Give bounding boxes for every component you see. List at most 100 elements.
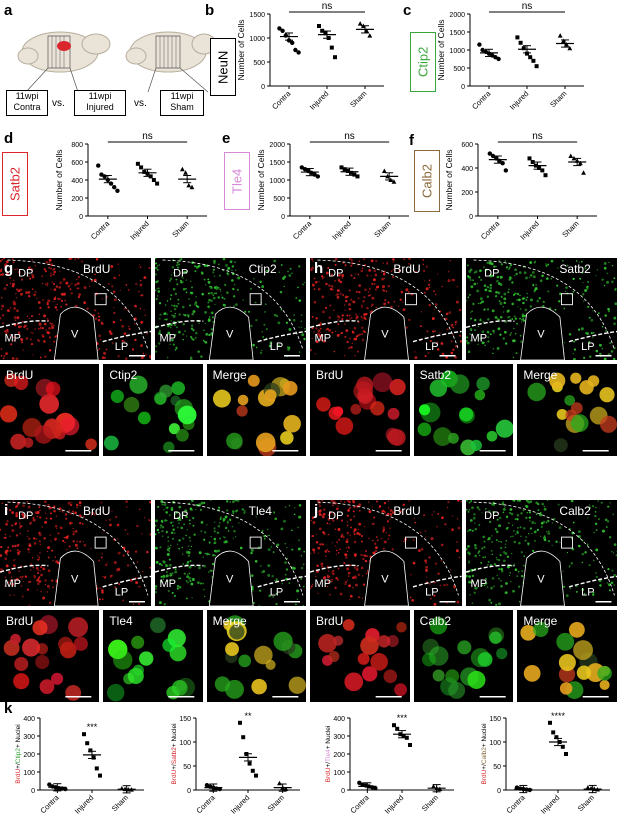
cell-dot — [506, 565, 510, 569]
data-point — [577, 160, 583, 166]
cell-dot — [234, 535, 237, 538]
cell-dot — [611, 513, 614, 516]
cell-dot — [572, 290, 574, 293]
x-tick-label-sham: Sham — [548, 89, 568, 109]
cell-dot — [371, 506, 373, 508]
cell-dot — [520, 570, 523, 572]
cell-dot — [236, 500, 240, 502]
cell-dot — [318, 510, 321, 514]
cell-dot — [594, 506, 597, 509]
cell-dot — [503, 331, 506, 334]
scale-bar — [284, 601, 300, 603]
y-tick-label: 1000 — [249, 36, 265, 43]
cell-dot — [98, 315, 101, 318]
cell — [520, 624, 537, 641]
cell-dot — [39, 552, 41, 554]
cell-dot — [287, 270, 289, 273]
cell — [22, 638, 41, 657]
cell-dot — [176, 264, 179, 267]
cell-dot — [278, 271, 280, 273]
cell-dot — [156, 528, 160, 532]
cell-dot — [285, 321, 289, 324]
cell-dot — [540, 274, 544, 278]
cell — [417, 422, 431, 437]
image-i-tle4: DP MP V LP Tle4 — [155, 500, 306, 606]
cell-dot — [381, 288, 384, 291]
cell-dot — [337, 579, 339, 581]
cell-dot — [327, 570, 330, 572]
cell-dot — [508, 334, 511, 336]
cell-dot — [465, 340, 468, 342]
y-tick-label: 500 — [273, 196, 285, 203]
cell-dot — [207, 280, 211, 284]
cell-dot — [509, 263, 512, 267]
cell-dot — [203, 501, 206, 504]
cell-dot — [514, 272, 518, 276]
cell-dot — [500, 295, 503, 298]
cell-dot — [469, 317, 472, 320]
cell-dot — [318, 505, 322, 508]
cell-dot — [486, 286, 489, 289]
cell-dot — [276, 543, 280, 547]
cell-dot — [437, 512, 440, 515]
cell-dot — [590, 332, 593, 335]
cell-dot — [78, 514, 82, 518]
cell-dot — [55, 579, 58, 582]
cell-dot — [405, 326, 408, 329]
cell-dot — [186, 575, 190, 579]
cell-dot — [345, 329, 348, 332]
cell-dot — [164, 519, 167, 522]
cell-dot — [345, 556, 348, 559]
cell-dot — [516, 500, 519, 502]
cell-dot — [61, 511, 64, 513]
cell — [107, 683, 125, 702]
cell-dot — [295, 297, 298, 299]
cell-dot — [436, 341, 439, 344]
cell-dot — [509, 535, 512, 538]
cell-dot — [14, 522, 17, 526]
cell — [428, 646, 449, 666]
cell-dot — [15, 357, 19, 360]
cell-dot — [449, 260, 452, 262]
cell — [113, 650, 133, 670]
cell-dot — [168, 550, 171, 553]
cell-dot — [337, 279, 341, 282]
cell-dot — [336, 541, 339, 544]
cell-dot — [79, 504, 81, 507]
scale-bar — [595, 355, 611, 357]
cell-dot — [320, 267, 323, 270]
cell-dot — [424, 559, 427, 563]
sig-label: ns — [142, 131, 153, 142]
cell-dot — [382, 528, 386, 531]
cell-dot — [542, 300, 545, 303]
x-tick-label-sham: Sham — [420, 793, 440, 813]
cell-dot — [480, 547, 483, 550]
cell-dot — [142, 352, 145, 355]
cell-dot — [525, 511, 528, 514]
cell-dot — [259, 280, 262, 284]
cell-dot — [332, 504, 334, 507]
cell-dot — [7, 546, 10, 549]
cell-dot — [604, 329, 607, 333]
cell-dot — [368, 288, 371, 290]
box-sham-line1: 11wpi — [170, 91, 194, 101]
cell-dot — [4, 536, 7, 539]
cell-dot — [68, 509, 71, 512]
cell-dot — [499, 567, 503, 571]
cell-dot — [362, 554, 364, 556]
cell-dot — [385, 531, 388, 534]
data-point — [320, 28, 325, 33]
cell-dot — [25, 514, 28, 518]
cell-dot — [39, 516, 42, 519]
cell-dot — [424, 536, 427, 538]
cell-dot — [14, 319, 17, 321]
cell-dot — [528, 500, 532, 504]
cell-dot — [203, 564, 206, 568]
cell-dot — [344, 580, 348, 584]
cell-dot — [446, 328, 449, 331]
cell-dot — [35, 537, 38, 540]
cell-dot — [523, 297, 525, 300]
cell — [85, 438, 97, 451]
cell-dot — [577, 535, 581, 538]
cell-dot — [325, 282, 328, 286]
